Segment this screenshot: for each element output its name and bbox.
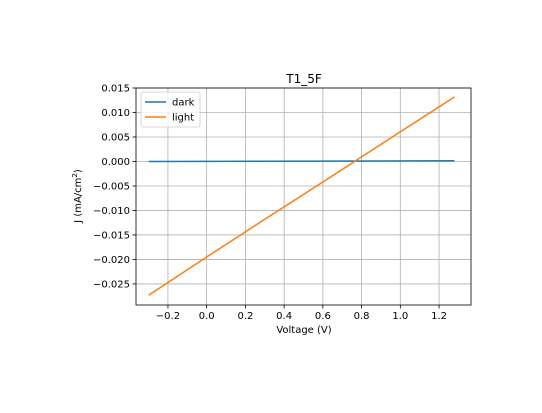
plot-frame <box>135 87 472 306</box>
y-tick-label: −0.025 <box>93 279 130 290</box>
y-tick-label: −0.005 <box>93 181 130 192</box>
y-tick-label: −0.020 <box>93 255 130 266</box>
y-axis-label-superscript: 2 <box>71 173 79 177</box>
x-tick-label: 1.2 <box>431 311 447 322</box>
x-tick-label: 1.0 <box>392 311 408 322</box>
y-tick-label: −0.010 <box>93 206 130 217</box>
y-axis-label: J (mA/cm2) <box>71 169 84 224</box>
series-line-dark <box>148 160 455 163</box>
y-tick-label: 0.005 <box>101 132 130 143</box>
y-axis-ticks: −0.025 −0.020 −0.015 −0.010 −0.005 0.000 0.005… <box>93 84 136 290</box>
chart-title: T1_5F <box>285 72 322 86</box>
x-axis-ticks: −0.2 0.0 0.2 0.4 0.6 0.8 1.0 1.2 <box>156 305 447 322</box>
x-tick-label: 0.2 <box>237 311 253 322</box>
x-tick-label: 0.8 <box>354 311 370 322</box>
y-tick-label: 0.000 <box>101 157 130 168</box>
x-axis-label: Voltage (V) <box>276 325 331 336</box>
x-tick-label: 0.6 <box>315 311 331 322</box>
x-tick-label: 0.0 <box>199 311 215 322</box>
series-line-light <box>148 96 455 296</box>
x-tick-label: −0.2 <box>156 311 180 322</box>
y-tick-label: 0.010 <box>101 108 130 119</box>
legend: dark light <box>140 91 201 128</box>
series-layer <box>148 96 455 296</box>
y-tick-label: 0.015 <box>101 84 130 95</box>
y-axis-label-tail: ) <box>73 169 84 173</box>
legend-box <box>140 91 201 128</box>
legend-label-dark: dark <box>172 98 195 109</box>
y-axis-label-main: J (mA/cm <box>73 178 84 224</box>
legend-label-light: light <box>172 113 194 124</box>
y-tick-label: −0.015 <box>93 230 130 241</box>
x-tick-label: 0.4 <box>276 311 292 322</box>
